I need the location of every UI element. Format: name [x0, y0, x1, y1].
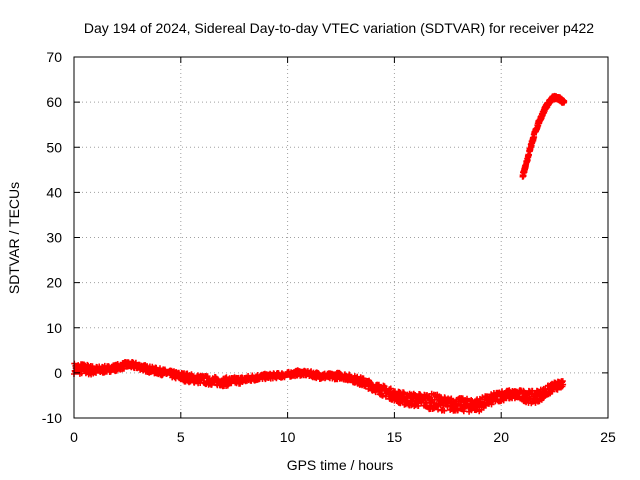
y-tick-label: -10	[42, 410, 62, 426]
y-axis-label: SDTVAR / TECUs	[6, 182, 22, 294]
tick-labels: 0 5 10 15 20 25 -10 0 10 20 30 40 50 60 70	[42, 49, 616, 445]
series-2-points	[519, 92, 568, 180]
x-tick-label: 5	[177, 429, 185, 445]
x-tick-label: 15	[387, 429, 403, 445]
x-tick-label: 20	[493, 429, 509, 445]
y-tick-label: 70	[46, 49, 62, 65]
x-tick-label: 10	[280, 429, 296, 445]
ticks	[73, 56, 609, 419]
y-tick-label: 50	[46, 139, 62, 155]
chart-title: Day 194 of 2024, Sidereal Day-to-day VTE…	[84, 20, 594, 36]
y-tick-label: 30	[46, 230, 62, 246]
y-tick-label: 40	[46, 184, 62, 200]
y-tick-label: 60	[46, 94, 62, 110]
x-axis-label: GPS time / hours	[287, 457, 394, 473]
x-tick-label: 0	[70, 429, 78, 445]
y-tick-label: 10	[46, 320, 62, 336]
x-tick-label: 25	[600, 429, 616, 445]
y-tick-label: 20	[46, 275, 62, 291]
series-2	[519, 92, 568, 180]
y-tick-label: 0	[54, 365, 62, 381]
